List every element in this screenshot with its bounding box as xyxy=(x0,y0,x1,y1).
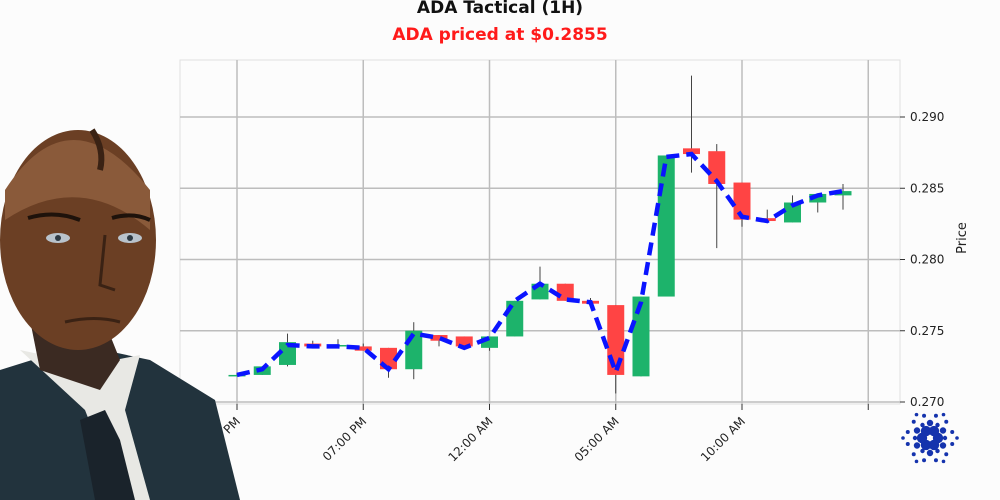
candle-body xyxy=(708,151,726,184)
x-tick-label: 07:00 PM xyxy=(320,414,369,463)
candle-body xyxy=(430,335,448,341)
y-axis-label: Price xyxy=(955,222,970,254)
x-tick-label: 05:00 AM xyxy=(572,414,622,464)
candle-body xyxy=(481,336,498,348)
candle-body xyxy=(455,336,473,347)
robot-businessman-icon xyxy=(0,128,240,500)
candle-body xyxy=(784,202,801,223)
candle-body xyxy=(556,283,574,301)
candle-body xyxy=(607,305,625,375)
y-tick-label: 0.290 xyxy=(910,110,944,124)
moving-average-line xyxy=(236,151,844,379)
chart-title: ADA Tactical (1H) xyxy=(416,0,584,18)
candle-body xyxy=(809,193,827,203)
candle-body xyxy=(683,148,700,155)
candle-body xyxy=(657,155,675,297)
candle-body xyxy=(632,296,650,377)
candle-body xyxy=(834,191,852,196)
cardano-logo-icon xyxy=(901,412,959,464)
price-subtitle: ADA priced at $0.2855 xyxy=(392,25,608,45)
candle-body xyxy=(733,182,751,220)
x-tick-label: 12:00 AM xyxy=(445,414,495,464)
y-tick-label: 0.270 xyxy=(910,395,944,409)
y-tick-label: 0.280 xyxy=(910,253,944,267)
y-tick-label: 0.285 xyxy=(910,181,944,195)
y-tick-label: 0.275 xyxy=(910,324,944,338)
x-tick-label: 10:00 AM xyxy=(698,414,748,464)
y-axis: 0.270 0.275 0.280 0.285 0.290 xyxy=(900,110,944,409)
avatar xyxy=(0,128,240,500)
candle-body xyxy=(279,342,296,365)
candle-body xyxy=(354,346,372,351)
candle-body xyxy=(228,374,246,377)
